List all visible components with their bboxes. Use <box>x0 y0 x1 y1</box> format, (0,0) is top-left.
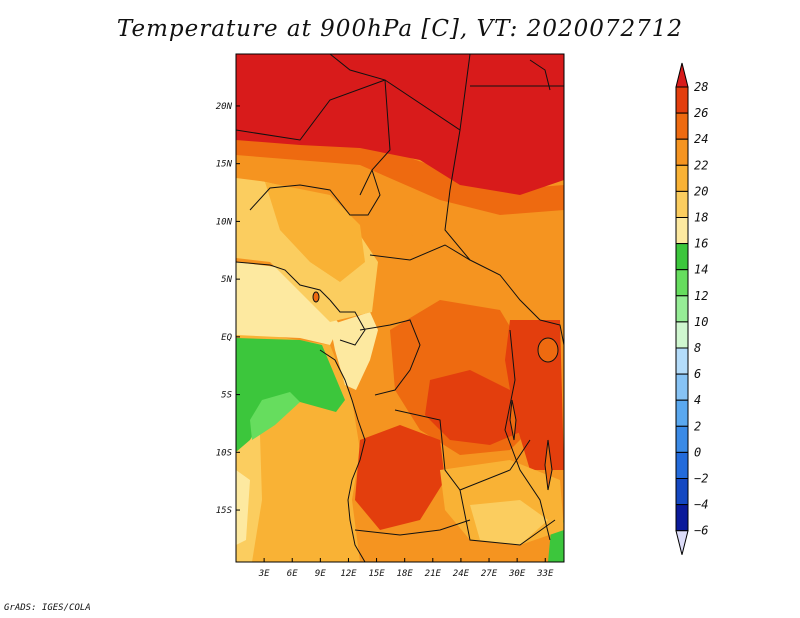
x-tick-label: 9E <box>315 569 326 579</box>
colorbar-band <box>675 504 689 532</box>
y-tick-label: 10N <box>216 217 233 227</box>
x-tick-label: 21E <box>425 569 442 579</box>
colorbar-band <box>675 217 689 245</box>
x-tick-label: 15E <box>368 569 385 579</box>
field-sahel <box>236 148 564 262</box>
colorbar-band <box>675 295 689 323</box>
field-sahara <box>236 54 564 195</box>
field-congo-hot <box>425 370 525 445</box>
colorbar-label: −6 <box>694 524 708 538</box>
colorbar-band <box>675 86 689 114</box>
y-tick-label: 5N <box>221 275 232 285</box>
border-angola-zambia <box>394 409 531 491</box>
border-gabon-congo <box>359 319 421 396</box>
colorbar-label: 10 <box>694 315 708 329</box>
field-southern-pale <box>470 500 548 545</box>
colorbar-label: 26 <box>694 106 708 120</box>
colorbar-band <box>675 347 689 375</box>
colorbar-band <box>675 190 689 218</box>
border-chad-sudan <box>444 129 471 261</box>
border-niger-nigeria <box>249 169 381 216</box>
field-west-africa-warm <box>265 182 365 282</box>
colorbar-band <box>675 425 689 453</box>
lake-victoria <box>537 337 559 363</box>
colorbar-band <box>675 112 689 140</box>
border-east-lakes <box>504 329 551 541</box>
colorbar-band <box>675 269 689 297</box>
field-atlantic-south-pale <box>236 470 250 545</box>
lakes <box>312 291 559 491</box>
colorbar-label: −4 <box>694 498 708 512</box>
y-tick-label: EQ <box>221 333 232 343</box>
y-axis: 20N 15N 10N 5N EQ 5S 10S 15S <box>216 102 240 516</box>
field-sahel-red <box>236 130 564 215</box>
country-borders <box>236 54 564 562</box>
x-tick-label: 33E <box>536 569 554 579</box>
colorbar-band <box>675 164 689 192</box>
colorbar-bottom-arrow <box>675 530 689 555</box>
temperature-field <box>236 54 564 562</box>
colorbar-band <box>675 373 689 401</box>
y-tick-label: 15S <box>216 506 233 516</box>
border-namibia <box>354 519 471 536</box>
colorbar-band <box>675 399 689 427</box>
grads-credit: GrADS: IGES/COLA <box>4 603 91 613</box>
x-tick-label: 30E <box>508 569 526 579</box>
colorbar-label: 0 <box>694 445 701 459</box>
field-angola <box>355 425 445 530</box>
coast-southwest <box>319 349 366 562</box>
colorbar-top-arrow <box>675 62 689 88</box>
colorbar-band <box>675 478 689 506</box>
y-tick-label: 10S <box>216 448 233 458</box>
y-tick-label: 5S <box>221 391 232 401</box>
coast-red-sea <box>529 59 551 91</box>
coast-guinea <box>236 261 331 301</box>
lake-malawi <box>544 439 553 491</box>
y-tick-label: 15N <box>216 160 233 170</box>
x-tick-label: 6E <box>287 569 298 579</box>
x-tick-label: 12E <box>340 569 357 579</box>
colorbar-label: 8 <box>694 341 701 355</box>
colorbar-band <box>675 321 689 349</box>
colorbar-label: 4 <box>694 393 701 407</box>
colorbar-label: 18 <box>694 211 708 225</box>
lake-tanganyika <box>509 399 517 441</box>
colorbar-label: 24 <box>694 132 708 146</box>
plot-frame <box>235 53 565 563</box>
border-kenya <box>539 319 564 346</box>
colorbar-label: 16 <box>694 237 708 251</box>
border-botswana <box>459 489 556 546</box>
field-guinea-coast <box>236 262 340 345</box>
colorbar-label: 14 <box>694 263 708 277</box>
colorbar-label: 28 <box>694 80 708 94</box>
colorbar-band <box>675 243 689 271</box>
colorbar-label: 6 <box>694 367 701 381</box>
chart-title: Temperature at 900hPa [C], VT: 202007271… <box>116 16 684 42</box>
field-cameroon-coast <box>330 312 378 390</box>
field-atlantic-green-light <box>250 392 300 440</box>
x-tick-label: 27E <box>481 569 498 579</box>
colorbar-band <box>675 451 689 479</box>
colorbar-label: 12 <box>694 289 708 303</box>
colorbar-label: 20 <box>694 184 708 198</box>
colorbar-label: 2 <box>694 419 701 433</box>
border-car-drc <box>369 244 541 321</box>
x-tick-label: 18E <box>397 569 414 579</box>
lake-volta <box>312 291 320 303</box>
x-tick-label: 3E <box>258 569 270 579</box>
border-mauritania-mali <box>236 79 386 141</box>
x-tick-label: 24E <box>453 569 470 579</box>
colorbar-label: −2 <box>694 472 708 486</box>
colorbar-label: 22 <box>694 158 708 172</box>
x-axis: 3E 6E 9E 12E 15E 18E 21E 24E 27E 30E 33E <box>258 558 554 579</box>
colorbar-band <box>675 138 689 166</box>
coast-cameroon <box>329 299 366 346</box>
y-tick-label: 20N <box>216 102 233 112</box>
